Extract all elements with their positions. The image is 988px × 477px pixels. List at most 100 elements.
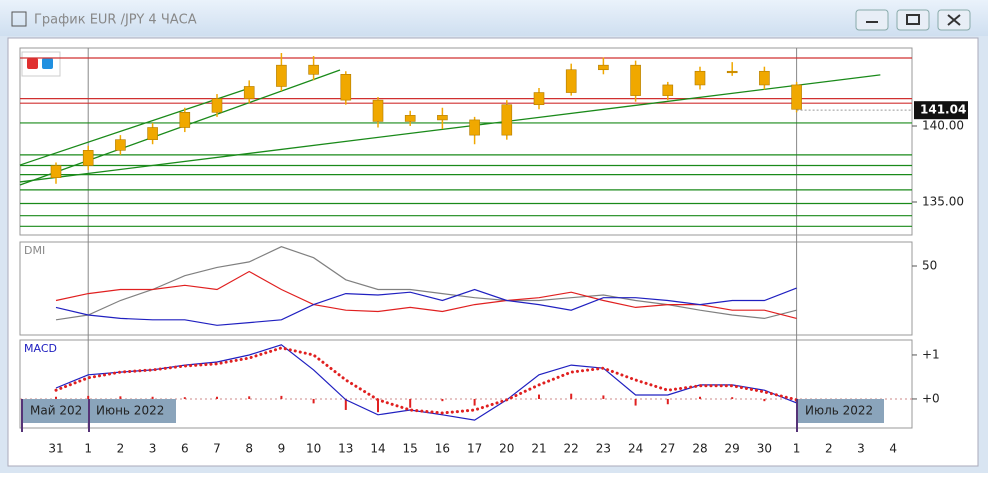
x-tick-label: 28 — [692, 442, 707, 456]
x-tick-label: 8 — [245, 442, 253, 456]
histogram-bar — [538, 394, 540, 399]
month-box — [90, 399, 176, 423]
x-tick-label: 23 — [596, 442, 611, 456]
x-tick-label: 9 — [278, 442, 286, 456]
histogram-bar — [216, 396, 218, 399]
histogram-bar — [344, 398, 347, 410]
candle-body — [791, 84, 802, 110]
y-tick-label: +0 — [922, 391, 940, 405]
swatch-blue — [42, 58, 53, 69]
candle-body — [50, 165, 62, 178]
candle-body — [726, 70, 738, 74]
month-label: Июнь 2022 — [96, 404, 164, 418]
month-label: Май 202 — [30, 404, 82, 418]
candle-body — [501, 104, 513, 136]
window-title: График EUR /JPY 4 ЧАСА — [34, 13, 197, 28]
title-bar — [0, 0, 988, 36]
candle-body — [598, 64, 609, 71]
histogram-bar — [183, 397, 186, 399]
x-tick-label: 3 — [857, 442, 865, 456]
x-tick-label: 30 — [757, 442, 772, 456]
x-tick-label: 2 — [117, 442, 125, 456]
last-price-box — [914, 101, 968, 120]
y-tick-label: 50 — [922, 259, 937, 273]
plots: 31 1 2 3 6 7 8 9 10 13 14 15 16 17 20 21 22 23 24 27 28 29 30 1… — [19, 48, 968, 456]
app-icon — [11, 11, 27, 27]
x-tick-label: 29 — [725, 442, 740, 456]
macd-label: MACD — [24, 342, 57, 355]
month-label: Июль 2022 — [805, 404, 873, 418]
histogram-bar — [312, 398, 315, 404]
x-tick-label: 31 — [48, 442, 63, 456]
x-tick-label: 6 — [181, 442, 189, 456]
x-tick-label: 14 — [370, 442, 385, 456]
histogram-bar — [377, 398, 379, 413]
histogram-bar — [119, 396, 122, 399]
x-tick-label: 20 — [499, 442, 514, 456]
x-tick-label: 24 — [628, 442, 643, 456]
candle-body — [437, 115, 448, 121]
x-tick-label: 15 — [403, 442, 418, 456]
candle-body — [179, 112, 191, 128]
restore-button[interactable] — [896, 9, 930, 31]
histogram-bar — [151, 396, 154, 399]
candle-body — [340, 74, 352, 101]
x-tick-label: 13 — [338, 442, 353, 456]
indicator-line — [55, 287, 797, 326]
histogram-bar — [666, 398, 669, 405]
restore-icon — [906, 14, 920, 25]
x-tick-label: 4 — [889, 442, 897, 456]
candle-body — [662, 84, 674, 96]
candle-body — [469, 119, 480, 136]
histogram-bar — [409, 398, 412, 408]
x-tick-label: 22 — [564, 442, 579, 456]
indicator-line — [55, 246, 797, 321]
month-box — [22, 399, 88, 423]
candle-body — [82, 150, 94, 166]
candle-body — [630, 64, 641, 96]
trend-line — [19, 74, 881, 183]
indicator-line — [55, 270, 797, 319]
histogram-bar — [634, 398, 637, 406]
last-price-label: 141.04 — [920, 103, 966, 117]
candle-body — [115, 139, 126, 151]
x-tick-label: 27 — [660, 442, 675, 456]
candle-body — [759, 70, 770, 86]
x-tick-label: 17 — [467, 442, 482, 456]
histogram-bar — [570, 393, 573, 399]
x-tick-label: 2 — [825, 442, 833, 456]
histogram-bar — [87, 395, 90, 399]
histogram-bar — [602, 395, 605, 399]
x-tick-label: 16 — [435, 442, 450, 456]
y-tick-label: 135.00 — [922, 195, 964, 209]
candle-body — [694, 70, 706, 86]
candle-body — [533, 92, 545, 106]
y-tick-label: 140.00 — [922, 118, 964, 132]
signal-line — [54, 346, 799, 415]
histogram-bar — [248, 396, 251, 399]
candle-body — [243, 86, 255, 99]
x-tick-label: 21 — [531, 442, 546, 456]
candle-body — [404, 115, 416, 122]
candle-body — [565, 69, 577, 93]
histogram-bar — [763, 398, 766, 402]
x-tick-label: 7 — [213, 442, 221, 456]
histogram-bar — [473, 398, 476, 406]
x-tick-label: 1 — [793, 442, 801, 456]
minimize-button[interactable] — [855, 9, 889, 31]
swatch-red — [27, 58, 38, 69]
histogram-bar — [699, 396, 701, 399]
candle-body — [372, 99, 384, 122]
histogram-bar — [731, 397, 734, 399]
candle-body — [308, 64, 319, 75]
candle-body — [211, 98, 223, 113]
histogram-bar — [280, 395, 283, 399]
x-tick-label: 1 — [84, 442, 92, 456]
price-panel — [19, 47, 913, 236]
y-tick-label: +1 — [922, 347, 940, 361]
candle-body — [276, 64, 287, 87]
month-box — [798, 399, 884, 423]
histogram-bar — [441, 398, 444, 402]
x-tick-label: 3 — [149, 442, 157, 456]
